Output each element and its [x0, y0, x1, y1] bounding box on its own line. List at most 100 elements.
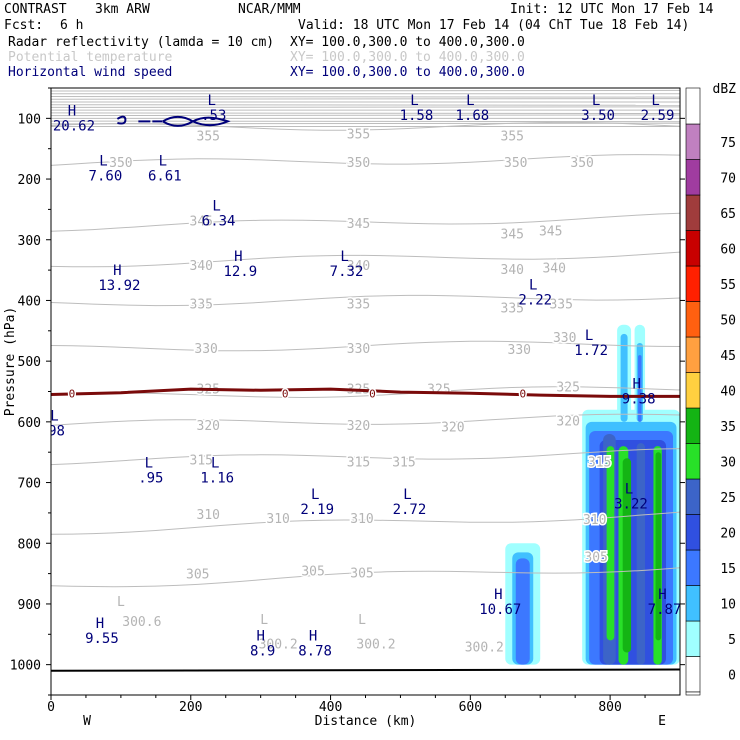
- wind-extremum-kind-18: L: [311, 487, 319, 503]
- theta-label-40: 305: [301, 565, 324, 580]
- wind-extremum-value-6: 7.60: [89, 169, 123, 185]
- colorbar-swatch-35: [685, 407, 701, 444]
- theta-label-27: 320: [197, 419, 220, 434]
- zero-contour-label-2: 0: [369, 387, 376, 400]
- theta-label-33: 315: [392, 455, 415, 470]
- theta-contour-355: [51, 121, 680, 131]
- x-tick-label-0: 0: [47, 700, 55, 715]
- theta-contour-325: [51, 386, 680, 399]
- colorbar-unit: dBZ: [713, 82, 737, 97]
- init-time: Init: 12 UTC Mon 17 Feb 14: [510, 2, 714, 17]
- colorbar-label-60: 60: [720, 242, 736, 257]
- theta-label-2: 355: [501, 129, 524, 144]
- theta-label-30: 320: [556, 415, 579, 430]
- y-tick-label-500: 500: [18, 355, 41, 370]
- fcst-label: Fcst:: [4, 18, 44, 33]
- colorbar-label-0: 0: [728, 668, 736, 683]
- colorbar-label-55: 55: [720, 278, 736, 293]
- colorbar-label-20: 20: [720, 526, 736, 541]
- theta-upper-line-0: [51, 89, 680, 92]
- zero-contour-label-3: 0: [519, 387, 526, 400]
- theta-contour-335: [51, 294, 680, 307]
- theta-label-13: 340: [501, 263, 524, 278]
- colorbar-swatch-10: [685, 585, 701, 622]
- y-tick-label-1000: 1000: [10, 659, 41, 674]
- wind-extremum-kind-3: L: [466, 93, 474, 109]
- wind-extremum-kind-15: L: [50, 409, 58, 425]
- theta-label-1: 355: [347, 128, 370, 143]
- x-tick-label-200: 200: [179, 700, 202, 715]
- theta-label-12: 340: [347, 259, 370, 274]
- colorbar-swatch-40: [685, 372, 701, 409]
- colorbar-label-10: 10: [720, 597, 736, 612]
- zero-contour-line: [51, 387, 680, 398]
- colorbar-swatch-65: [685, 194, 701, 231]
- theta-label-31: 315: [190, 453, 213, 468]
- y-axis-label: Pressure (hPa): [3, 307, 18, 417]
- wind-extremum-kind-16: L: [145, 455, 153, 471]
- theta-contour-305: [51, 567, 680, 588]
- wind-extremum-kind-12: L: [529, 278, 537, 294]
- colorbar: 0 5 10 15 20 25 30 35 40 45 50 55 60 65 70 75 dBZ: [685, 82, 737, 696]
- wind-extremum-value-23: 9.55: [85, 631, 119, 647]
- wind-extremum-kind-10: L: [340, 249, 348, 265]
- theta-contour-315: [51, 448, 680, 466]
- colorbar-swatch-0: [685, 656, 701, 693]
- theta-label-32: 315: [347, 455, 370, 470]
- x-axis-west-label: W: [83, 714, 91, 729]
- wind-extremum-value-12: 2.22: [518, 293, 552, 309]
- theta-label-10: 345: [539, 225, 562, 240]
- wind-extremum-kind-6: L: [99, 154, 107, 170]
- field-reflectivity-xy: XY= 100.0,300.0 to 400.0,300.0: [290, 35, 525, 50]
- colorbar-label-70: 70: [720, 171, 736, 186]
- theta-label-15: 335: [190, 297, 213, 312]
- field-theta-xy: XY= 100.0,300.0 to 400.0,300.0: [290, 50, 525, 65]
- wind-extremum-kind-1: L: [208, 93, 216, 109]
- theta-label-46: 300.2: [465, 640, 504, 655]
- colorbar-label-65: 65: [720, 207, 736, 222]
- theta-low-marker-0: L: [117, 595, 125, 610]
- reflectivity-cell-13: [655, 452, 662, 641]
- theta-contour-320: [51, 413, 680, 426]
- theta-label-34: 315: [588, 455, 611, 470]
- theta-label-37: 310: [350, 512, 373, 527]
- theta-label-16: 335: [347, 297, 370, 312]
- wind-extremum-kind-7: L: [159, 154, 167, 170]
- wind-extremum-kind-19: L: [403, 487, 411, 503]
- wind-contour-0: [116, 115, 127, 125]
- product-label: CONTRAST: [4, 2, 67, 17]
- theta-label-26: 325: [556, 381, 579, 396]
- wind-extremum-value-1: .53: [201, 108, 226, 124]
- wind-extremum-kind-2: L: [410, 93, 418, 109]
- reflectivity-cell-16: [620, 333, 628, 422]
- theta-label-5: 350: [504, 156, 527, 171]
- x-tick-label-600: 600: [459, 700, 482, 715]
- valid-time: Valid: 18 UTC Mon 17 Feb 14 (04 ChT Tue …: [298, 18, 690, 33]
- theta-label-0: 355: [197, 129, 220, 144]
- wind-extremum-value-18: 2.19: [300, 502, 334, 518]
- wind-extremum-value-7: 6.61: [148, 169, 182, 185]
- theta-label-43: 300.6: [122, 615, 161, 630]
- y-tick-label-200: 200: [18, 173, 41, 188]
- colorbar-label-5: 5: [728, 633, 736, 648]
- colorbar-label-30: 30: [720, 455, 736, 470]
- y-tick-label-400: 400: [18, 294, 41, 309]
- theta-upper-line-8: [51, 112, 680, 114]
- x-tick-label-800: 800: [598, 700, 621, 715]
- wind-extremum-kind-20: L: [625, 481, 633, 497]
- wind-extremum-kind-22: H: [658, 587, 666, 603]
- theta-label-39: 305: [186, 568, 209, 583]
- wind-extremum-value-20: 3.22: [614, 496, 648, 512]
- y-tick-label-900: 900: [18, 598, 41, 613]
- wind-extremum-value-3: 1.68: [455, 108, 489, 124]
- wind-extremum-value-9: 12.9: [223, 264, 257, 280]
- wind-extremum-value-17: 1.16: [200, 470, 234, 486]
- theta-label-44: 300.2: [259, 637, 298, 652]
- theta-label-29: 320: [441, 421, 464, 436]
- field-reflectivity-name: Radar reflectivity (lamda = 10 cm): [8, 35, 275, 50]
- y-tick-label-700: 700: [18, 477, 41, 492]
- colorbar-label-25: 25: [720, 491, 736, 506]
- wind-extremum-kind-13: L: [585, 328, 593, 344]
- theta-contour-330: [51, 340, 680, 352]
